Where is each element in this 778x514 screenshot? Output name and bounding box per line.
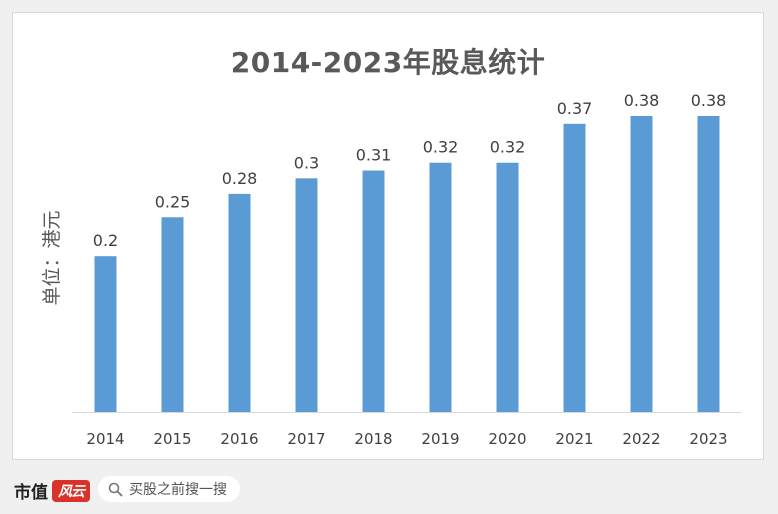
footer-bar: 市值 风云 买股之前搜一搜 xyxy=(0,464,778,514)
x-tick-label-2018: 2018 xyxy=(354,430,392,448)
value-label-2020: 0.32 xyxy=(490,138,526,157)
x-tick-label-2020: 2020 xyxy=(488,430,526,448)
bar-2017 xyxy=(295,178,318,412)
x-tick-label-2022: 2022 xyxy=(622,430,660,448)
bar-2020 xyxy=(496,162,519,412)
bar-2018 xyxy=(362,170,385,412)
brand-logo[interactable]: 市值 风云 xyxy=(14,478,90,503)
value-label-2022: 0.38 xyxy=(624,91,660,110)
chart-title: 2014-2023年股息统计 xyxy=(230,46,546,79)
x-tick-label-2019: 2019 xyxy=(421,430,459,448)
bar-2023 xyxy=(697,116,720,412)
value-labels-group: 0.2 0.25 0.28 0.3 0.31 0.32 0.32 0.37 0.38 0.38 xyxy=(93,91,727,250)
bar-2015 xyxy=(161,217,184,412)
value-label-2023: 0.38 xyxy=(691,91,727,110)
search-box[interactable]: 买股之前搜一搜 xyxy=(98,476,240,502)
value-label-2019: 0.32 xyxy=(423,138,459,157)
x-tick-labels-group: 2014 2015 2016 2017 2018 2019 2020 2021 2022 2023 xyxy=(86,430,727,448)
bar-2022 xyxy=(630,116,653,412)
value-label-2016: 0.28 xyxy=(222,169,258,188)
x-tick-label-2016: 2016 xyxy=(220,430,258,448)
x-tick-label-2021: 2021 xyxy=(555,430,593,448)
search-placeholder: 买股之前搜一搜 xyxy=(129,481,227,497)
bar-2016 xyxy=(228,193,251,412)
value-label-2015: 0.25 xyxy=(155,192,191,211)
brand-badge: 风云 xyxy=(52,479,90,502)
bar-chart: 0.2 0.25 0.28 0.3 0.31 0.32 0.32 0.37 0.38 0.38 2… xyxy=(41,91,742,448)
x-tick-label-2015: 2015 xyxy=(153,430,191,448)
x-tick-label-2017: 2017 xyxy=(287,430,325,448)
value-label-2018: 0.31 xyxy=(356,146,392,165)
x-tick-label-2014: 2014 xyxy=(86,430,124,448)
search-icon xyxy=(108,482,123,496)
bar-2021 xyxy=(563,123,586,412)
bar-2019 xyxy=(429,162,452,412)
value-label-2021: 0.37 xyxy=(557,99,593,118)
bar-2014 xyxy=(94,256,117,412)
y-axis-label: 单位：港元 xyxy=(41,210,63,305)
x-tick-label-2023: 2023 xyxy=(689,430,727,448)
brand-name: 市值 xyxy=(14,483,48,503)
bars-group xyxy=(94,116,720,412)
value-label-2014: 0.2 xyxy=(93,231,118,250)
value-label-2017: 0.3 xyxy=(294,153,319,172)
